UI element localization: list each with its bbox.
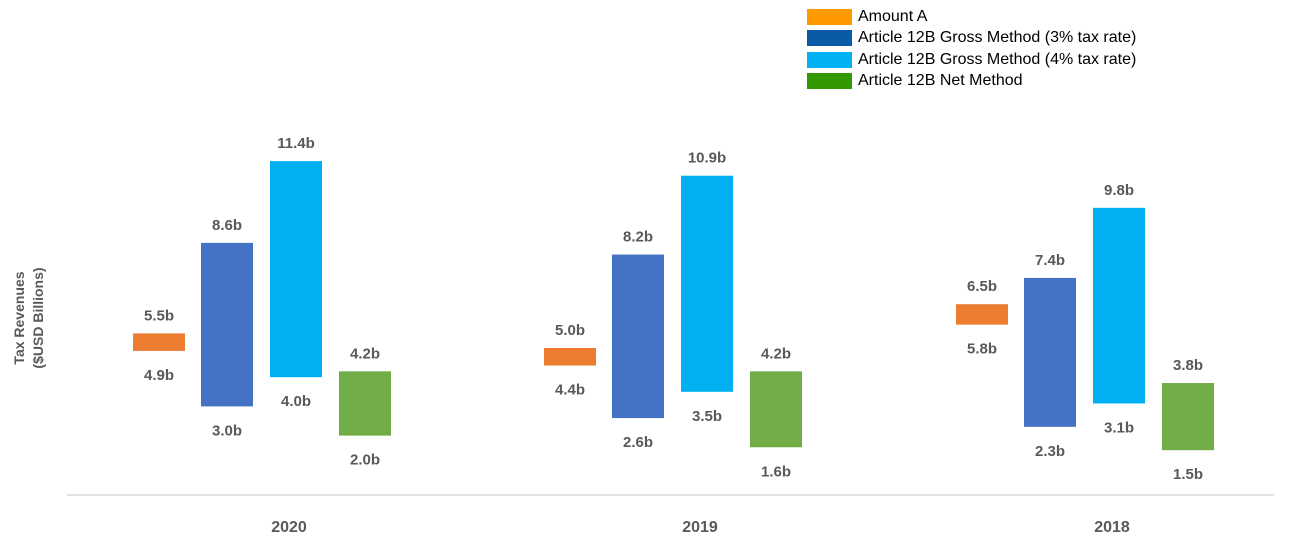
- category-label-2020: 2020: [271, 519, 307, 536]
- legend-label: Amount A: [858, 7, 928, 25]
- data-label-low: 3.1b: [1104, 419, 1134, 436]
- data-label-low: 2.0b: [350, 452, 380, 469]
- legend-item-amount-a[interactable]: Amount A: [807, 6, 1207, 28]
- legend-item-gross-4pct[interactable]: Article 12B Gross Method (4% tax rate): [807, 49, 1207, 71]
- bar-article-12b-gross-method-3-tax-rate-2018: [1024, 277, 1076, 427]
- bar-article-12b-gross-method-4-tax-rate-2020: [270, 161, 322, 378]
- bar-amount-a-2020: [133, 333, 185, 351]
- data-label-low: 3.5b: [692, 408, 722, 425]
- data-label-high: 10.9b: [688, 150, 726, 167]
- data-label-high: 9.8b: [1104, 182, 1134, 199]
- data-label-high: 3.8b: [1173, 357, 1203, 374]
- data-label-high: 4.2b: [761, 345, 791, 362]
- category-label-2018: 2018: [1094, 519, 1130, 536]
- bar-article-12b-gross-method-3-tax-rate-2019: [612, 254, 664, 419]
- bar-article-12b-gross-method-4-tax-rate-2018: [1093, 207, 1145, 404]
- y-axis-label-line-2: ($USD Billions): [30, 267, 46, 368]
- bar-article-12b-net-method-2019: [750, 371, 802, 448]
- bar-amount-a-2019: [544, 348, 596, 366]
- bar-article-12b-net-method-2018: [1162, 383, 1214, 451]
- data-label-low: 2.6b: [623, 434, 653, 451]
- legend-swatch: [807, 73, 852, 90]
- legend-item-net-method[interactable]: Article 12B Net Method: [807, 71, 1207, 93]
- y-axis-label-line-1: Tax Revenues: [11, 271, 27, 364]
- data-label-low: 4.4b: [555, 382, 585, 399]
- bar-amount-a-2018: [956, 304, 1008, 325]
- legend-label: Article 12B Net Method: [858, 72, 1023, 90]
- data-label-low: 3.0b: [212, 422, 242, 439]
- bar-article-12b-gross-method-4-tax-rate-2019: [681, 175, 733, 392]
- bar-article-12b-net-method-2020: [339, 371, 391, 436]
- category-labels-layer: 2020 2019 2018: [271, 519, 1130, 536]
- data-label-high: 8.6b: [212, 217, 242, 234]
- data-label-high: 6.5b: [967, 278, 997, 295]
- data-label-low: 4.9b: [144, 367, 174, 384]
- data-label-low: 5.8b: [967, 341, 997, 358]
- data-label-low: 2.3b: [1035, 443, 1065, 460]
- category-label-2019: 2019: [682, 519, 718, 536]
- data-label-high: 5.0b: [555, 322, 585, 339]
- legend: Amount A Article 12B Gross Method (3% ta…: [807, 6, 1207, 92]
- legend-swatch: [807, 8, 852, 25]
- legend-swatch: [807, 30, 852, 47]
- data-labels-layer: 5.5b 4.9b 8.6b 3.0b 11.4b 4.0b 4.2b 2.0b 5.0b 4.4…: [144, 135, 1203, 483]
- data-label-low: 1.6b: [761, 463, 791, 480]
- legend-item-gross-3pct[interactable]: Article 12B Gross Method (3% tax rate): [807, 28, 1207, 50]
- bars-layer: [133, 161, 1214, 451]
- data-label-high: 11.4b: [277, 135, 315, 152]
- data-label-low: 4.0b: [281, 393, 311, 410]
- y-axis-label: Tax Revenues ($USD Billions): [11, 267, 46, 368]
- data-label-high: 8.2b: [623, 229, 653, 246]
- data-label-high: 4.2b: [350, 345, 380, 362]
- legend-label: Article 12B Gross Method (4% tax rate): [858, 50, 1137, 68]
- data-label-low: 1.5b: [1173, 466, 1203, 483]
- data-label-high: 7.4b: [1035, 252, 1065, 269]
- legend-label: Article 12B Gross Method (3% tax rate): [858, 29, 1137, 47]
- legend-swatch: [807, 51, 852, 68]
- bar-article-12b-gross-method-3-tax-rate-2020: [201, 242, 253, 407]
- data-label-high: 5.5b: [144, 307, 174, 324]
